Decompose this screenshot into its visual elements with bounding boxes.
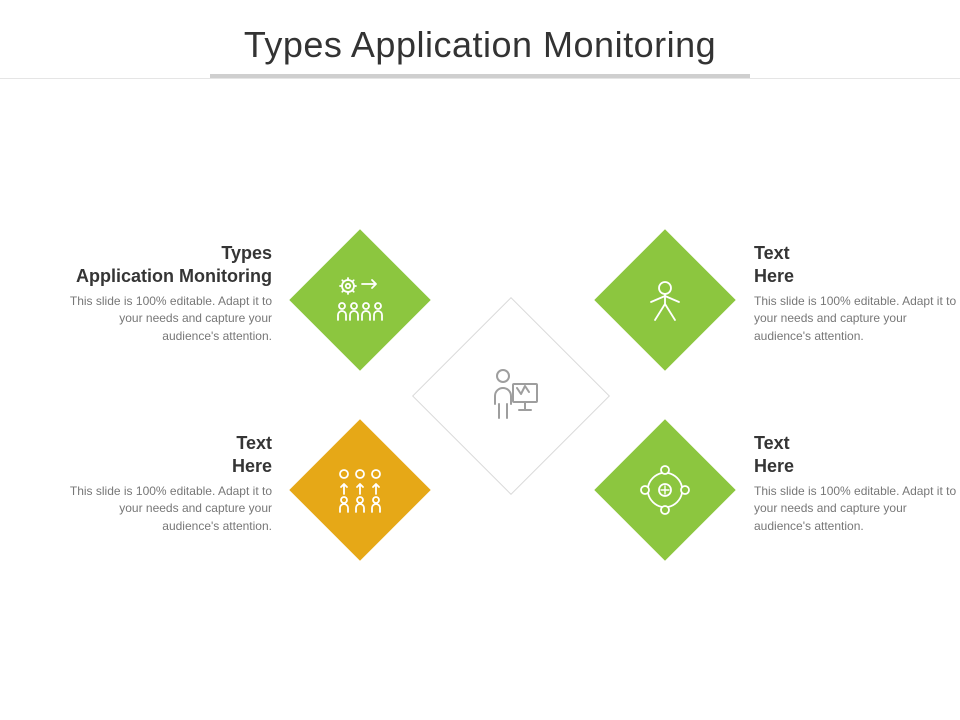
heading-br-line2: Here [754,456,794,476]
heading-tl-line1: Types [221,243,272,263]
heading-bl-line1: Text [236,433,272,453]
heading-tl-line2: Application Monitoring [76,266,272,286]
text-block-tl: Types Application Monitoring This slide … [62,242,272,345]
heading-tr-line2: Here [754,266,794,286]
heading-bl: Text Here [62,432,272,477]
person-star-icon [637,272,693,328]
text-block-tr: Text Here This slide is 100% editable. A… [754,242,960,345]
heading-br-line1: Text [754,433,790,453]
diamond-br [594,419,735,560]
team-growth-icon [332,462,388,518]
title-area: Types Application Monitoring [0,0,960,78]
diagram-stage: Types Application Monitoring This slide … [0,150,960,630]
body-bl: This slide is 100% editable. Adapt it to… [62,483,272,535]
heading-tr-line1: Text [754,243,790,263]
body-tl: This slide is 100% editable. Adapt it to… [62,293,272,345]
text-block-bl: Text Here This slide is 100% editable. A… [62,432,272,535]
body-tr: This slide is 100% editable. Adapt it to… [754,293,960,345]
page-title: Types Application Monitoring [0,24,960,66]
center-diamond [412,297,610,495]
divider-line [0,78,960,79]
heading-br: Text Here [754,432,960,477]
diamond-bl [289,419,430,560]
heading-bl-line2: Here [232,456,272,476]
diamond-tl [289,229,430,370]
heading-tl: Types Application Monitoring [62,242,272,287]
heading-tr: Text Here [754,242,960,287]
network-cycle-icon [637,462,693,518]
presenter-icon [479,364,543,428]
text-block-br: Text Here This slide is 100% editable. A… [754,432,960,535]
diamond-tr [594,229,735,370]
body-br: This slide is 100% editable. Adapt it to… [754,483,960,535]
gear-people-icon [332,272,388,328]
